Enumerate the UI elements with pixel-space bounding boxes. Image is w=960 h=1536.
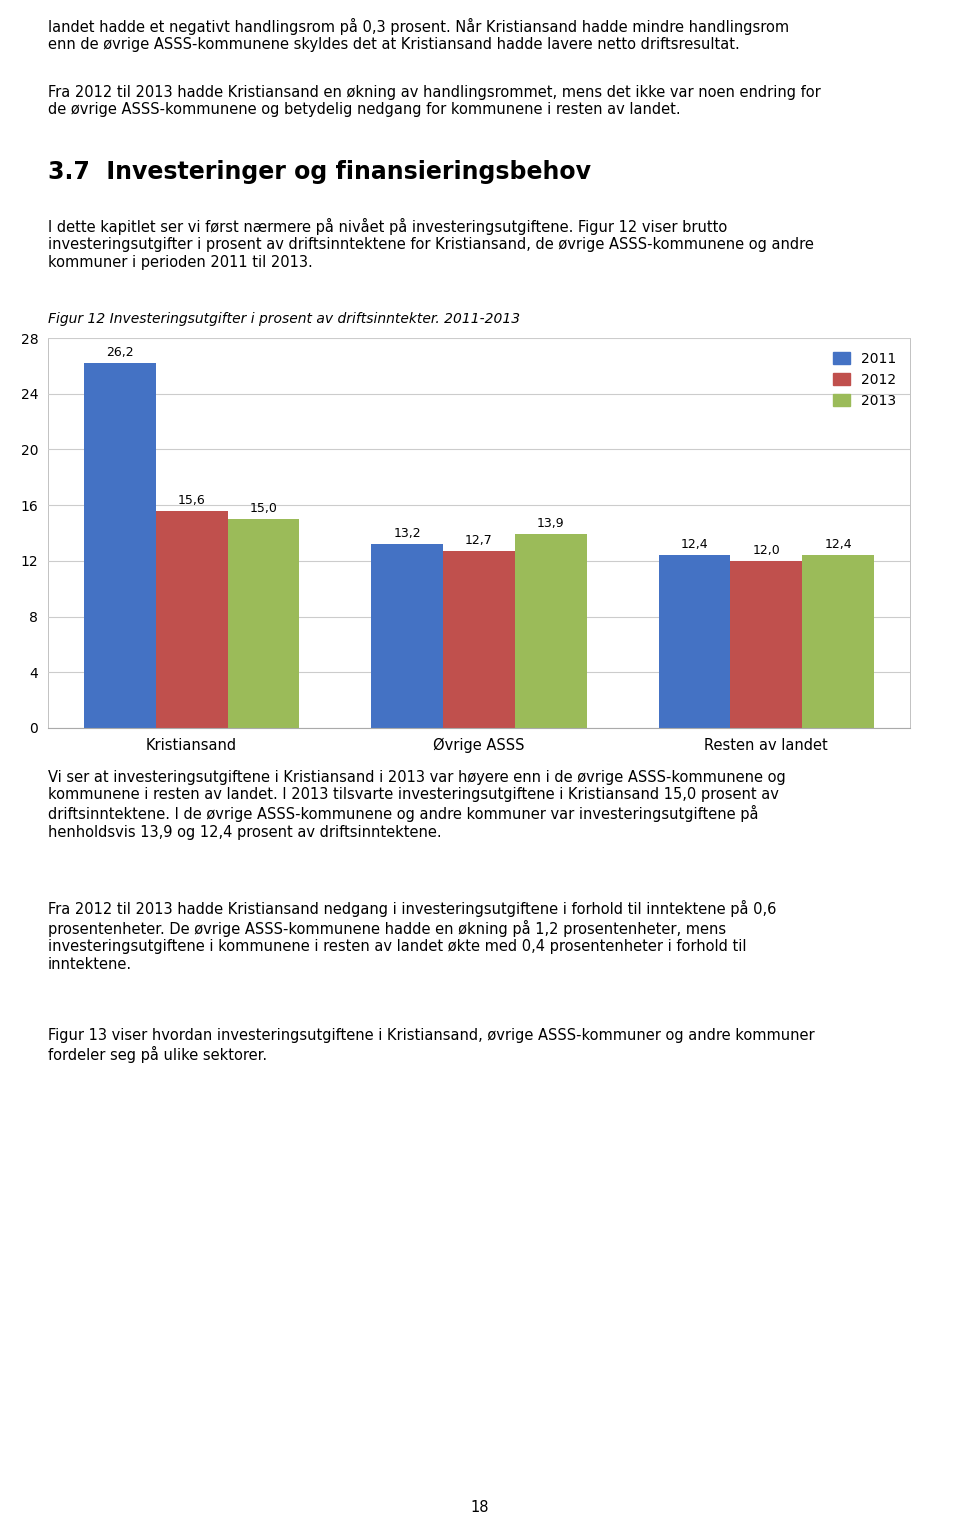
Text: 15,0: 15,0 xyxy=(250,502,277,515)
Text: 26,2: 26,2 xyxy=(106,346,133,359)
Text: 12,4: 12,4 xyxy=(681,538,708,551)
Text: Figur 12 Investeringsutgifter i prosent av driftsinntekter. 2011-2013: Figur 12 Investeringsutgifter i prosent … xyxy=(48,312,520,326)
Text: Figur 13 viser hvordan investeringsutgiftene i Kristiansand, øvrige ASSS-kommune: Figur 13 viser hvordan investeringsutgif… xyxy=(48,1028,815,1063)
Text: 12,0: 12,0 xyxy=(753,544,780,556)
Bar xyxy=(156,510,228,728)
Bar xyxy=(84,362,156,728)
Bar xyxy=(228,519,300,728)
Text: 12,4: 12,4 xyxy=(825,538,852,551)
Text: Fra 2012 til 2013 hadde Kristiansand nedgang i investeringsutgiftene i forhold t: Fra 2012 til 2013 hadde Kristiansand ned… xyxy=(48,900,777,972)
Bar xyxy=(515,535,587,728)
Text: Vi ser at investeringsutgiftene i Kristiansand i 2013 var høyere enn i de øvrige: Vi ser at investeringsutgiftene i Kristi… xyxy=(48,770,785,840)
Text: 18: 18 xyxy=(470,1501,490,1516)
Bar xyxy=(803,556,875,728)
Text: 3.7  Investeringer og finansieringsbehov: 3.7 Investeringer og finansieringsbehov xyxy=(48,160,591,184)
Text: landet hadde et negativt handlingsrom på 0,3 prosent. Når Kristiansand hadde min: landet hadde et negativt handlingsrom på… xyxy=(48,18,789,52)
Text: 13,2: 13,2 xyxy=(394,527,421,541)
Text: Fra 2012 til 2013 hadde Kristiansand en økning av handlingsrommet, mens det ikke: Fra 2012 til 2013 hadde Kristiansand en … xyxy=(48,84,821,117)
Text: 13,9: 13,9 xyxy=(537,518,564,530)
Bar xyxy=(659,556,731,728)
Text: 12,7: 12,7 xyxy=(466,535,492,547)
Text: I dette kapitlet ser vi først nærmere på nivået på investeringsutgiftene. Figur : I dette kapitlet ser vi først nærmere på… xyxy=(48,218,814,270)
Bar xyxy=(372,544,444,728)
Text: 15,6: 15,6 xyxy=(178,493,205,507)
Bar xyxy=(444,551,515,728)
Bar xyxy=(731,561,803,728)
Legend: 2011, 2012, 2013: 2011, 2012, 2013 xyxy=(827,346,903,415)
